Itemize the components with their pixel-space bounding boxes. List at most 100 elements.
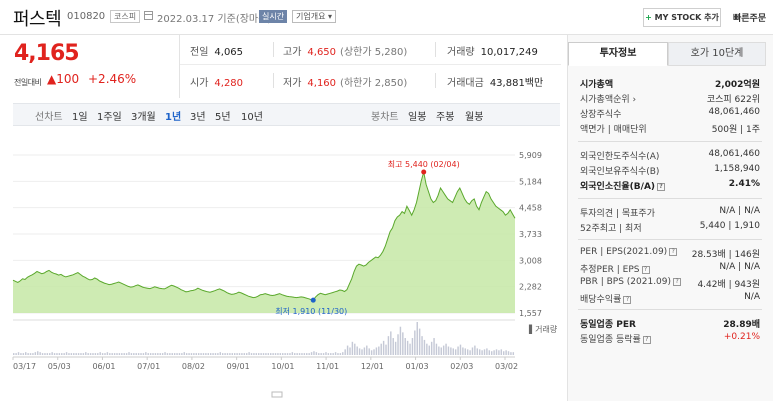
volume-bar xyxy=(104,353,106,355)
volume-bar xyxy=(478,349,481,355)
help-icon[interactable]: ? xyxy=(657,183,666,191)
high-cell: 고가 4,650 (상한가 5,280) xyxy=(283,43,407,58)
volume-bar xyxy=(483,349,486,355)
volume-bar xyxy=(411,338,414,355)
volume-bar xyxy=(502,351,505,355)
period-5y[interactable]: 5년 xyxy=(215,112,231,123)
volume-bar xyxy=(41,353,44,355)
volume-bar xyxy=(49,353,51,355)
volume-bar xyxy=(17,352,20,355)
volume-bar xyxy=(342,352,344,355)
help-icon[interactable]: ? xyxy=(669,248,678,256)
volume-bar xyxy=(416,322,418,355)
volume-bar xyxy=(464,348,467,355)
volume-bar xyxy=(123,353,125,355)
stock-name: 퍼스텍 xyxy=(13,9,62,30)
volume-bar xyxy=(233,353,236,355)
period-3m[interactable]: 3개월 xyxy=(131,112,156,123)
volume-bar xyxy=(94,353,97,355)
help-icon[interactable]: ? xyxy=(641,266,650,274)
price-chart-svg[interactable]: 5,909 5,184 4,458 3,733 3,008 2,282 1,557 최고 5,… xyxy=(0,140,560,401)
low-value: 4,160 xyxy=(307,78,337,89)
info-value: 1,158,940 xyxy=(714,164,760,174)
period-3y[interactable]: 3년 xyxy=(190,112,206,123)
price-change-pct: +2.46% xyxy=(88,72,137,86)
volume-bar xyxy=(344,349,346,355)
volume-bar xyxy=(361,349,363,355)
volume-bar xyxy=(159,353,161,355)
volume-bar xyxy=(101,353,104,355)
info-row: 추정PER | EPS? N/A | N/A xyxy=(580,262,760,275)
calendar-icon xyxy=(144,11,153,20)
volume-bar xyxy=(205,353,207,355)
volume-bar xyxy=(128,352,130,355)
x-tick-label: 05/03 xyxy=(48,362,71,371)
volume-bar xyxy=(500,349,503,355)
volume-bar xyxy=(466,349,469,355)
info-value: 4.42배 | 943원 xyxy=(697,280,760,290)
help-icon[interactable]: ? xyxy=(623,296,632,304)
info-row: 상장주식수 48,061,460 xyxy=(580,107,760,120)
volume-bar xyxy=(219,352,222,355)
info-label: 상장주식수 xyxy=(580,110,622,120)
period-1w[interactable]: 1주일 xyxy=(97,112,122,123)
candle-weekly[interactable]: 주봉 xyxy=(436,112,455,123)
volume-bar xyxy=(61,353,63,355)
volume-bar xyxy=(250,353,253,355)
candle-monthly[interactable]: 월봉 xyxy=(465,112,484,123)
info-label: 52주최고 | 최저 xyxy=(580,224,642,234)
volume-bar xyxy=(423,339,426,355)
volume-bar xyxy=(498,350,500,355)
low-cell: 저가 4,160 (하한가 2,850) xyxy=(283,74,407,89)
volume-bar xyxy=(27,353,29,355)
info-label: 시가총액순위 › xyxy=(580,95,637,105)
divider xyxy=(578,309,762,310)
period-1y[interactable]: 1년 xyxy=(165,112,182,123)
info-value: 코스피 622위 xyxy=(706,95,760,105)
volume-bar xyxy=(414,330,416,355)
volume-bar xyxy=(226,353,229,355)
volume-bar xyxy=(171,353,173,355)
candle-daily[interactable]: 일봉 xyxy=(408,112,427,123)
help-icon[interactable]: ? xyxy=(642,336,651,344)
volume-bar xyxy=(70,353,73,355)
info-value: 2.41% xyxy=(728,179,760,189)
info-value: 48,061,460 xyxy=(708,149,760,159)
volume-bar xyxy=(356,346,358,355)
stock-header: 퍼스텍 010820 코스피 2022.03.17 기준(장마감) 실시간 기업… xyxy=(0,0,773,35)
volume-bar xyxy=(142,353,145,355)
tab-investment-info[interactable]: 투자정보 xyxy=(568,42,668,66)
volume-bar xyxy=(457,346,459,355)
realtime-button[interactable]: 실시간 xyxy=(259,10,288,23)
tab-order-book[interactable]: 호가 10단계 xyxy=(668,42,766,66)
x-tick-label: 08/02 xyxy=(182,362,205,371)
info-value: N/A | N/A xyxy=(719,262,760,272)
period-10y[interactable]: 10년 xyxy=(241,112,263,123)
stats-row: 전일 4,065 고가 4,650 (상한가 5,280) 거래량 10,017,249 xyxy=(180,35,561,65)
volume-bar xyxy=(510,352,512,355)
quick-order-button[interactable]: 빠른주문 xyxy=(733,14,767,24)
volume-bar xyxy=(442,345,445,355)
high-label: 고가 xyxy=(283,47,302,58)
period-1d[interactable]: 1일 xyxy=(72,112,88,123)
volume-bar xyxy=(346,345,349,355)
low-label: 저가 xyxy=(283,78,302,89)
volume-bar xyxy=(327,353,330,355)
y-tick-label: 2,282 xyxy=(519,283,542,292)
volume-bar xyxy=(257,353,260,355)
volume-bar xyxy=(490,351,493,355)
help-icon[interactable]: ? xyxy=(673,278,682,286)
volume-bar xyxy=(56,353,58,355)
volume-bar xyxy=(277,353,279,355)
info-label: 외국인보유주식수(B) xyxy=(580,167,660,177)
volume-bar xyxy=(349,347,351,355)
volume-bar xyxy=(253,353,255,355)
company-info-dropdown[interactable]: 기업개요 ▾ xyxy=(292,10,336,23)
info-tabs: 투자정보 호가 10단계 xyxy=(568,42,768,66)
volume-bar xyxy=(149,353,152,355)
price-chart[interactable]: 5,909 5,184 4,458 3,733 3,008 2,282 1,557 최고 5,… xyxy=(0,140,560,401)
add-mystock-button[interactable]: + MY STOCK 추가 xyxy=(643,8,721,27)
volume-bar xyxy=(310,352,313,355)
open-value: 4,280 xyxy=(214,78,244,89)
volume-bar xyxy=(154,353,157,355)
